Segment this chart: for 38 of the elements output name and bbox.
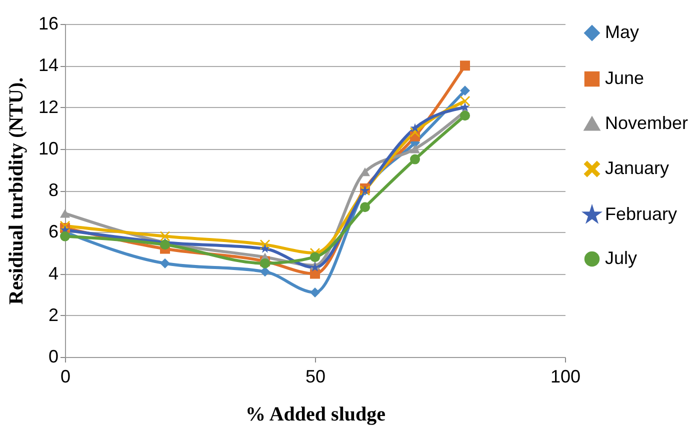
point: [410, 144, 420, 154]
legend-label: January: [605, 158, 670, 178]
point: [160, 231, 170, 242]
point: [460, 96, 470, 106]
point: [260, 244, 270, 253]
point: [310, 287, 320, 298]
point: [260, 266, 270, 277]
point: [410, 154, 420, 164]
point: [310, 252, 320, 262]
y-tick-label: 6: [48, 222, 58, 242]
legend-label: June: [605, 68, 644, 88]
y-tick-label: 10: [38, 138, 58, 158]
point: [460, 60, 470, 71]
point: [410, 123, 420, 132]
y-tick-label: 4: [48, 263, 58, 284]
y-tick-label: 12: [38, 96, 58, 117]
point: [160, 258, 170, 268]
x-axis-title: % Added sludge: [245, 404, 386, 426]
y-tick-label: 0: [48, 346, 58, 366]
x-tick-label: 100: [550, 366, 581, 386]
y-tick-label: 14: [38, 55, 58, 76]
y-tick-label: 8: [48, 180, 58, 200]
legend-label: July: [605, 248, 638, 268]
point: [360, 202, 370, 212]
point: [60, 209, 70, 218]
point: [60, 231, 70, 242]
legend-label: November: [605, 113, 688, 133]
point: [160, 240, 170, 250]
legend-label: May: [605, 22, 640, 42]
x-tick-label: 50: [305, 366, 326, 386]
point: [360, 167, 370, 176]
point: [460, 86, 470, 96]
point: [460, 102, 470, 112]
y-axis-title: Residiual turbidity (NTU).: [5, 77, 28, 305]
y-tick-label: 16: [38, 14, 58, 34]
y-tick-label: 2: [48, 304, 58, 325]
point: [460, 110, 470, 121]
legend-label: February: [605, 204, 678, 224]
